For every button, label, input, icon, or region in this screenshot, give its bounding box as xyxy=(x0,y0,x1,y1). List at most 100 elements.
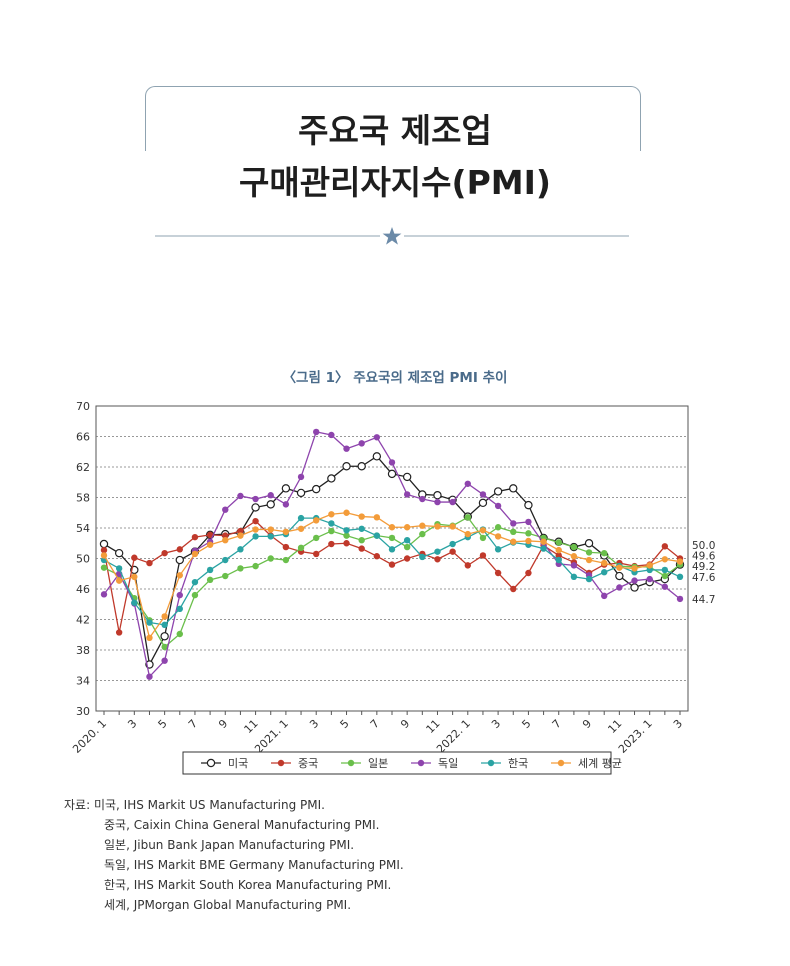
data-point xyxy=(131,554,138,561)
data-point xyxy=(494,524,502,531)
data-point xyxy=(584,539,594,548)
data-point xyxy=(191,591,199,599)
data-point xyxy=(191,533,199,541)
data-point xyxy=(100,546,108,554)
data-point xyxy=(449,498,456,506)
x-tick-label: 7 xyxy=(550,717,564,731)
data-point xyxy=(434,498,441,506)
data-point xyxy=(357,462,366,471)
data-point xyxy=(388,561,396,568)
data-point xyxy=(601,559,608,567)
data-point xyxy=(419,553,426,561)
data-point xyxy=(342,462,351,471)
data-point xyxy=(222,532,229,539)
data-point xyxy=(115,565,123,572)
data-point xyxy=(343,540,350,547)
data-point xyxy=(479,527,487,534)
data-point xyxy=(676,558,684,565)
data-point xyxy=(161,613,168,620)
star-icon xyxy=(382,227,402,245)
x-tick-label: 5 xyxy=(338,717,352,731)
end-value-label: 49.6 xyxy=(692,551,716,563)
data-point xyxy=(222,572,229,580)
data-point xyxy=(464,562,471,569)
data-point xyxy=(328,527,335,535)
data-point xyxy=(267,492,274,499)
data-point xyxy=(387,469,397,479)
data-point xyxy=(131,599,138,606)
data-point xyxy=(176,591,183,599)
end-value-label: 44.7 xyxy=(692,594,715,606)
data-point xyxy=(146,559,153,567)
data-point xyxy=(267,526,274,533)
legend-marker xyxy=(557,759,565,767)
series-세계 평균 xyxy=(100,509,684,641)
data-point xyxy=(281,484,291,493)
data-point xyxy=(358,440,365,447)
data-point xyxy=(161,621,168,629)
y-tick-label: 62 xyxy=(76,461,90,474)
data-point xyxy=(601,592,608,600)
source-line: 일본, Jibun Bank Japan Manufacturing PMI. xyxy=(104,838,355,852)
series-독일 xyxy=(100,428,684,680)
data-point xyxy=(509,484,518,493)
data-point xyxy=(176,630,183,638)
data-point xyxy=(479,491,487,498)
legend-label: 중국 xyxy=(298,757,318,770)
data-point xyxy=(327,474,336,483)
x-tick-label: 7 xyxy=(368,717,382,731)
series-일본 xyxy=(100,514,684,651)
data-point xyxy=(388,546,396,553)
data-point xyxy=(267,555,274,562)
data-point xyxy=(297,514,305,522)
y-tick-label: 30 xyxy=(76,705,90,718)
data-point xyxy=(160,632,169,641)
data-point xyxy=(251,503,260,512)
data-point xyxy=(313,550,320,558)
data-point xyxy=(661,566,669,574)
y-tick-label: 38 xyxy=(76,644,90,657)
data-point xyxy=(585,549,593,556)
data-point xyxy=(206,541,214,548)
legend-marker xyxy=(277,759,285,767)
x-tick-label: 3 xyxy=(671,717,685,731)
data-point xyxy=(161,549,168,557)
data-point xyxy=(373,553,381,560)
data-point xyxy=(373,514,381,521)
data-point xyxy=(297,525,305,532)
data-point xyxy=(328,540,335,548)
data-point xyxy=(99,539,109,549)
series-line xyxy=(103,517,681,626)
x-tick-label: 9 xyxy=(398,717,412,731)
data-point xyxy=(449,540,456,548)
data-point xyxy=(540,545,547,552)
data-point xyxy=(358,537,365,544)
y-tick-label: 46 xyxy=(76,583,90,596)
source-line: 미국, IHS Markit US Manufacturing PMI. xyxy=(93,798,325,812)
data-point xyxy=(115,577,123,584)
data-point xyxy=(388,524,396,531)
data-point xyxy=(540,538,547,545)
legend-label: 세계 평균 xyxy=(578,757,622,770)
data-point xyxy=(479,552,487,559)
data-point xyxy=(661,543,669,550)
data-point xyxy=(449,548,456,555)
data-point xyxy=(419,530,426,538)
data-point xyxy=(282,543,290,551)
data-point xyxy=(676,573,684,580)
legend-marker xyxy=(417,759,425,767)
data-point xyxy=(206,566,214,574)
end-value-label: 49.2 xyxy=(692,561,715,573)
data-point xyxy=(585,556,593,564)
data-point xyxy=(343,445,350,452)
data-point xyxy=(494,502,502,510)
source-notes: 자료: 미국, IHS Markit US Manufacturing PMI.… xyxy=(64,795,404,915)
data-point xyxy=(388,534,396,542)
data-point xyxy=(525,518,532,526)
data-point xyxy=(646,562,653,569)
y-tick-label: 50 xyxy=(76,553,90,566)
title-line-1: 주요국 제조업 xyxy=(298,111,492,150)
title-divider xyxy=(155,227,629,245)
data-point xyxy=(449,523,456,530)
data-point xyxy=(146,619,153,626)
